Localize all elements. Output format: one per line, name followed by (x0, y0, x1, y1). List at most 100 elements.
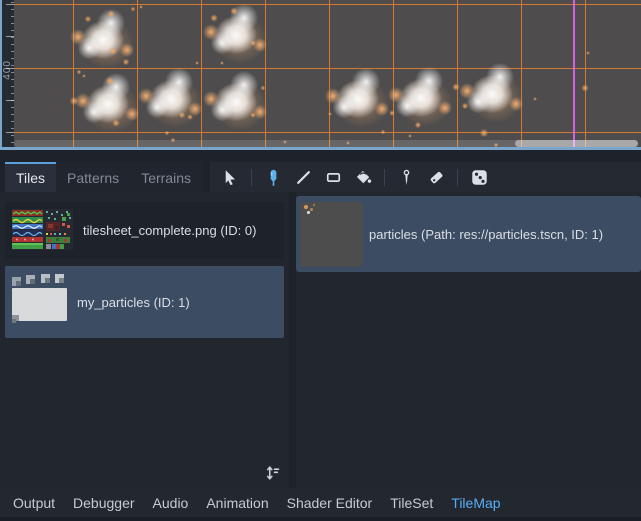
pencil-icon (265, 169, 282, 186)
tab-patterns[interactable]: Patterns (56, 162, 131, 192)
rect-icon (325, 169, 342, 186)
grid-line-horizontal (13, 132, 641, 133)
particle-spark (210, 14, 218, 22)
particle-blob (466, 90, 490, 114)
scene-tile-item[interactable]: particles (Path: res://particles.tscn, I… (296, 196, 641, 272)
particle-spark (69, 96, 79, 106)
picker-tool-button[interactable] (394, 165, 418, 189)
particle-spark (187, 114, 193, 120)
bottom-panel-debugger[interactable]: Debugger (64, 488, 144, 517)
ruler-tick (6, 132, 14, 133)
particle-spark (389, 110, 395, 116)
rect-tool-button[interactable] (321, 165, 345, 189)
line-icon (295, 169, 312, 186)
bottom-panel-tilemap[interactable]: TileMap (442, 488, 509, 517)
particle-spark (461, 102, 469, 110)
sort-sources-button[interactable] (263, 464, 281, 482)
particle-spark (586, 51, 590, 55)
random-tile-tool-button[interactable] (467, 165, 491, 189)
horizontal-scrollbar-track[interactable] (14, 140, 638, 147)
ruler-tick (6, 36, 14, 37)
tilemap-panel-header: Tiles Patterns Terrains (0, 162, 641, 192)
particle-spark (130, 6, 136, 12)
particle-blob (164, 67, 194, 97)
eyedropper-icon (398, 169, 415, 186)
cursor-icon (222, 169, 239, 186)
grid-line-horizontal (13, 4, 641, 5)
particle-spark (328, 112, 332, 116)
tilemap-viewport[interactable]: 400 (0, 0, 641, 150)
viewport-focus-border-left (0, 0, 2, 150)
pane-splitter[interactable] (289, 192, 296, 488)
paint-tool-button[interactable] (261, 165, 285, 189)
sort-icon (266, 466, 280, 480)
eraser-icon (428, 169, 445, 186)
particle-spark (250, 112, 256, 118)
grid-line-vertical (457, 0, 458, 147)
particle-spark (250, 40, 256, 46)
tab-terrains[interactable]: Terrains (130, 162, 202, 192)
particle-spark (107, 10, 115, 18)
bottom-panel-shader-editor[interactable]: Shader Editor (278, 488, 382, 517)
particle-blob (210, 31, 234, 55)
grid-line-vertical (329, 0, 330, 147)
tile-source-item[interactable]: tilesheet_complete.png (ID: 0) (5, 202, 284, 259)
bottom-panel-output[interactable]: Output (4, 488, 64, 517)
tile-source-item[interactable]: my_particles (ID: 1) (5, 266, 284, 338)
viewport-focus-border-bottom (0, 147, 641, 150)
bucket-icon (355, 169, 372, 186)
particle-spark (195, 61, 199, 65)
horizontal-scrollbar-grabber[interactable] (515, 140, 638, 147)
bottom-panel-audio[interactable]: Audio (144, 488, 198, 517)
particle-blob (82, 100, 106, 124)
item-label: my_particles (ID: 1) (77, 294, 190, 310)
dice-icon (471, 169, 488, 186)
particle-blob (414, 66, 444, 96)
tilesheet-thumbnail (12, 208, 73, 253)
ruler-tick (6, 68, 14, 69)
particle-spark (533, 97, 537, 101)
particle-spark (380, 129, 386, 135)
particle-spark (260, 85, 266, 91)
bottom-panel-animation[interactable]: Animation (197, 488, 277, 517)
particle-blob (210, 98, 234, 122)
tile-sources-list: tilesheet_complete.png (ID: 0) my_particl… (0, 202, 289, 338)
grid-line-vertical (265, 0, 266, 147)
item-label: particles (Path: res://particles.tscn, I… (369, 226, 604, 242)
toolbar-separator (384, 168, 385, 186)
grid-line-horizontal (13, 68, 641, 69)
particle-blob (77, 36, 101, 60)
particle-blob (332, 95, 356, 119)
scene-tiles-list: particles (Path: res://particles.tscn, I… (296, 196, 641, 272)
particle-spark (122, 58, 130, 66)
particle-spark (581, 84, 589, 92)
tilemap-tool-bar (210, 162, 641, 192)
particle-spark (283, 140, 287, 144)
bottom-panel-tileset[interactable]: TileSet (381, 488, 442, 517)
ruler-ticks (11, 2, 14, 145)
tab-label: Patterns (67, 170, 120, 186)
particle-spark (178, 111, 186, 119)
scene-tiles-pane: particles (Path: res://particles.tscn, I… (296, 192, 641, 488)
particle-blob (145, 95, 169, 119)
grid-line-vertical (585, 0, 586, 147)
scene-tile-thumbnail (300, 201, 363, 267)
toolbar-separator (457, 168, 458, 186)
particle-spark (112, 119, 120, 127)
particle-spark (220, 61, 224, 65)
toolbar-separator (251, 168, 252, 186)
particle-spark (170, 137, 176, 143)
particle-spark (109, 47, 117, 55)
line-tool-button[interactable] (291, 165, 315, 189)
tilemap-tab-bar: Tiles Patterns Terrains (5, 162, 202, 192)
particle-blob (485, 62, 515, 92)
bucket-fill-tool-button[interactable] (351, 165, 375, 189)
eraser-tool-button[interactable] (424, 165, 448, 189)
tab-tiles[interactable]: Tiles (5, 162, 57, 192)
particle-spark (139, 5, 143, 9)
particle-spark (105, 76, 115, 86)
selection-tool-button[interactable] (218, 165, 242, 189)
vertical-ruler: 400 (2, 0, 14, 147)
bottom-panel-switcher: Output Debugger Audio Animation Shader Edito… (0, 488, 641, 521)
